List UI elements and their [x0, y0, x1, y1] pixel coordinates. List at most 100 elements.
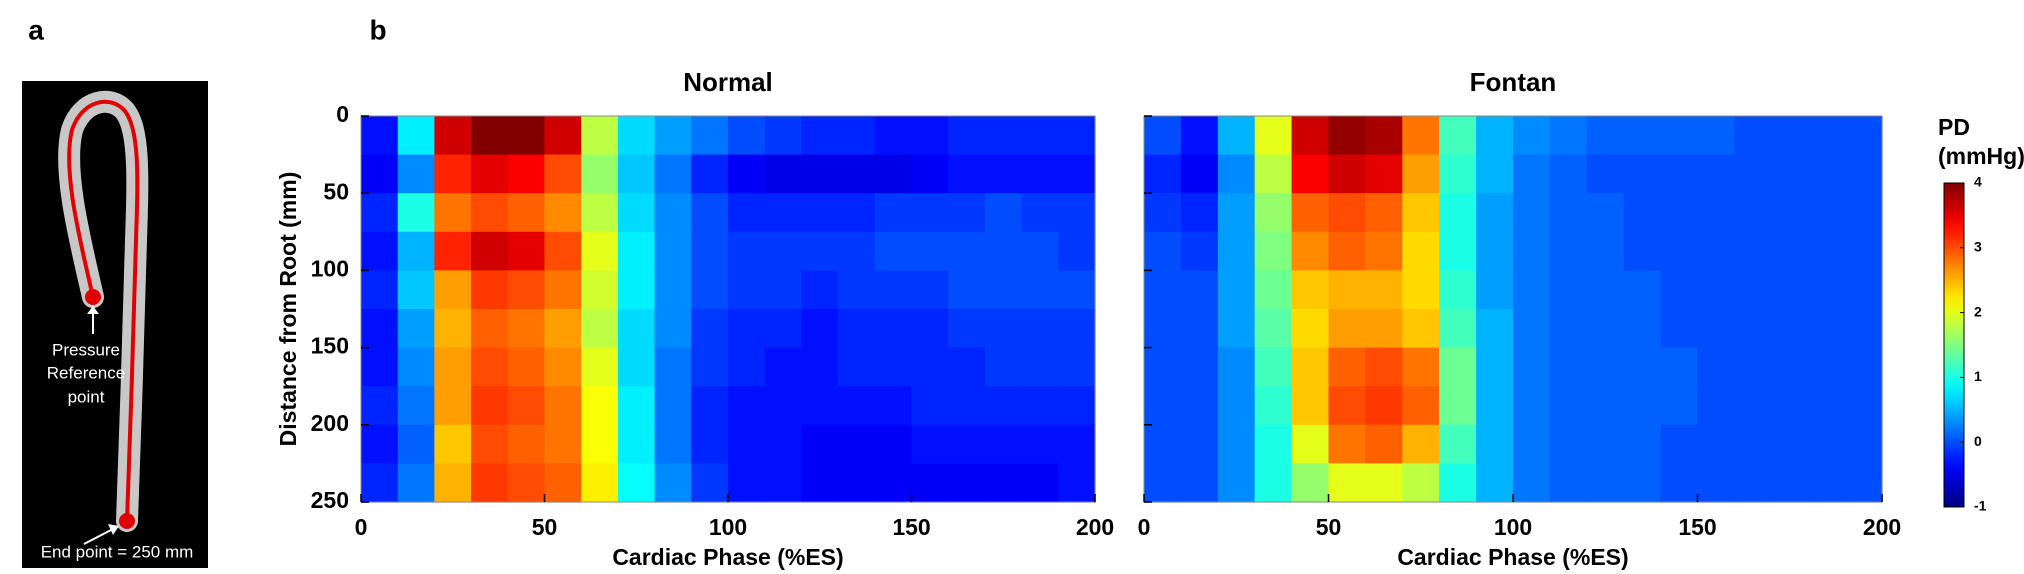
heatmap-cell — [728, 154, 766, 194]
heatmap-cell — [1549, 386, 1588, 426]
x-tick-label: 50 — [532, 514, 558, 540]
heatmap-cell — [507, 347, 546, 387]
colorbar-tick-label: 3 — [1974, 239, 1982, 255]
heatmap-cell — [1021, 309, 1059, 349]
heatmap-cell — [544, 424, 582, 464]
heatmap-cell — [1365, 309, 1403, 349]
heatmap-cell — [1476, 309, 1514, 349]
heatmap-cell — [728, 231, 766, 271]
heatmap-cell — [1254, 424, 1293, 464]
heatmap-cell — [1845, 386, 1883, 426]
heatmap-cell — [1734, 463, 1772, 503]
x-tick-label: 200 — [1076, 514, 1114, 540]
heatmap-cell — [544, 347, 582, 387]
heatmap-cell — [544, 193, 582, 233]
aorta-image — [22, 81, 208, 568]
heatmap-cell — [1476, 386, 1514, 426]
heatmap-cell — [801, 231, 839, 271]
heatmap-cell — [838, 309, 876, 349]
heatmap-cell — [1402, 231, 1440, 271]
heatmap-cell — [617, 231, 656, 271]
heatmap-cell — [1549, 463, 1588, 503]
heatmap-cell — [1513, 116, 1551, 156]
heatmap-cell — [1021, 463, 1059, 503]
heatmap-cell — [654, 193, 692, 233]
heatmap-cell — [1439, 386, 1477, 426]
heatmap-cell — [1058, 386, 1096, 426]
heatmap-cell — [1291, 424, 1330, 464]
panel-label: b — [369, 14, 386, 45]
heatmap-cell — [1180, 424, 1219, 464]
x-tick-label: 100 — [709, 514, 747, 540]
heatmap-cell — [764, 116, 802, 156]
heatmap-cell — [764, 154, 802, 194]
heatmap-cell — [471, 116, 509, 156]
heatmap-cell — [948, 424, 986, 464]
annotation: point — [68, 387, 105, 406]
arrow-head — [87, 306, 99, 314]
heatmap-cell — [1660, 116, 1699, 156]
heatmap-cell — [1254, 193, 1293, 233]
heatmap-cell — [1808, 463, 1846, 503]
heatmap-cell — [838, 193, 876, 233]
heatmap-cell — [1058, 193, 1096, 233]
heatmap-cell — [911, 347, 949, 387]
heatmap-cell — [764, 270, 802, 310]
heatmap-cell — [507, 231, 546, 271]
x-tick-label: 0 — [1138, 514, 1151, 540]
heatmap-cell — [1697, 154, 1735, 194]
heatmap-cell — [948, 231, 986, 271]
heatmap-cell — [544, 386, 582, 426]
heatmap-cell — [874, 463, 913, 503]
heatmap-cell — [1476, 154, 1514, 194]
heatmap-cell — [1771, 347, 1809, 387]
heatmap-cell — [1771, 463, 1809, 503]
heatmap-cell — [361, 424, 399, 464]
heatmap-cell — [1254, 386, 1293, 426]
heatmap-cell — [874, 347, 913, 387]
heatmap-cell — [911, 116, 949, 156]
heatmap-cell — [471, 270, 509, 310]
heatmap-cell — [691, 154, 729, 194]
heatmap-cell — [471, 347, 509, 387]
heatmap-cell — [1328, 347, 1366, 387]
heatmap-cell — [1402, 347, 1440, 387]
heatmap-cell — [1402, 309, 1440, 349]
heatmap-cell — [1586, 154, 1625, 194]
heatmap-cell — [1328, 116, 1366, 156]
heatmap-cell — [1291, 193, 1330, 233]
heatmap-cell — [728, 270, 766, 310]
colorbar-title: (mmHg) — [1938, 143, 2024, 169]
heatmap-cell — [801, 386, 839, 426]
heatmap-cell — [1660, 193, 1699, 233]
heatmap-cell — [691, 309, 729, 349]
heatmap-cell — [948, 116, 986, 156]
heatmap-cell — [728, 347, 766, 387]
heatmap-cell — [1365, 231, 1403, 271]
heatmap-cell — [1328, 386, 1366, 426]
heatmap-cell — [1549, 424, 1588, 464]
colorbar-tick-label: -1 — [1974, 498, 1987, 514]
heatmap-cell — [911, 154, 949, 194]
heatmap-cell — [1660, 463, 1699, 503]
heatmap-cell — [948, 193, 986, 233]
heatmap-cell — [507, 386, 546, 426]
heatmap-cell — [948, 347, 986, 387]
heatmap-cell — [1402, 463, 1440, 503]
heatmap-cell — [1365, 463, 1403, 503]
chart-title: Normal — [683, 67, 773, 97]
heatmap-cell — [617, 193, 656, 233]
heatmap-cell — [617, 386, 656, 426]
heatmap-cell — [984, 424, 1023, 464]
heatmap-cell — [1439, 231, 1477, 271]
heatmap-cell — [1697, 463, 1735, 503]
heatmap-cell — [1586, 270, 1625, 310]
heatmap-cell — [1845, 193, 1883, 233]
panel-label: a — [28, 14, 44, 45]
heatmap-cell — [434, 347, 472, 387]
heatmap-cell — [654, 463, 692, 503]
heatmap-cell — [1365, 154, 1403, 194]
heatmap-cell — [1254, 231, 1293, 271]
heatmap-cell — [801, 347, 839, 387]
heatmap-cell — [1217, 270, 1256, 310]
